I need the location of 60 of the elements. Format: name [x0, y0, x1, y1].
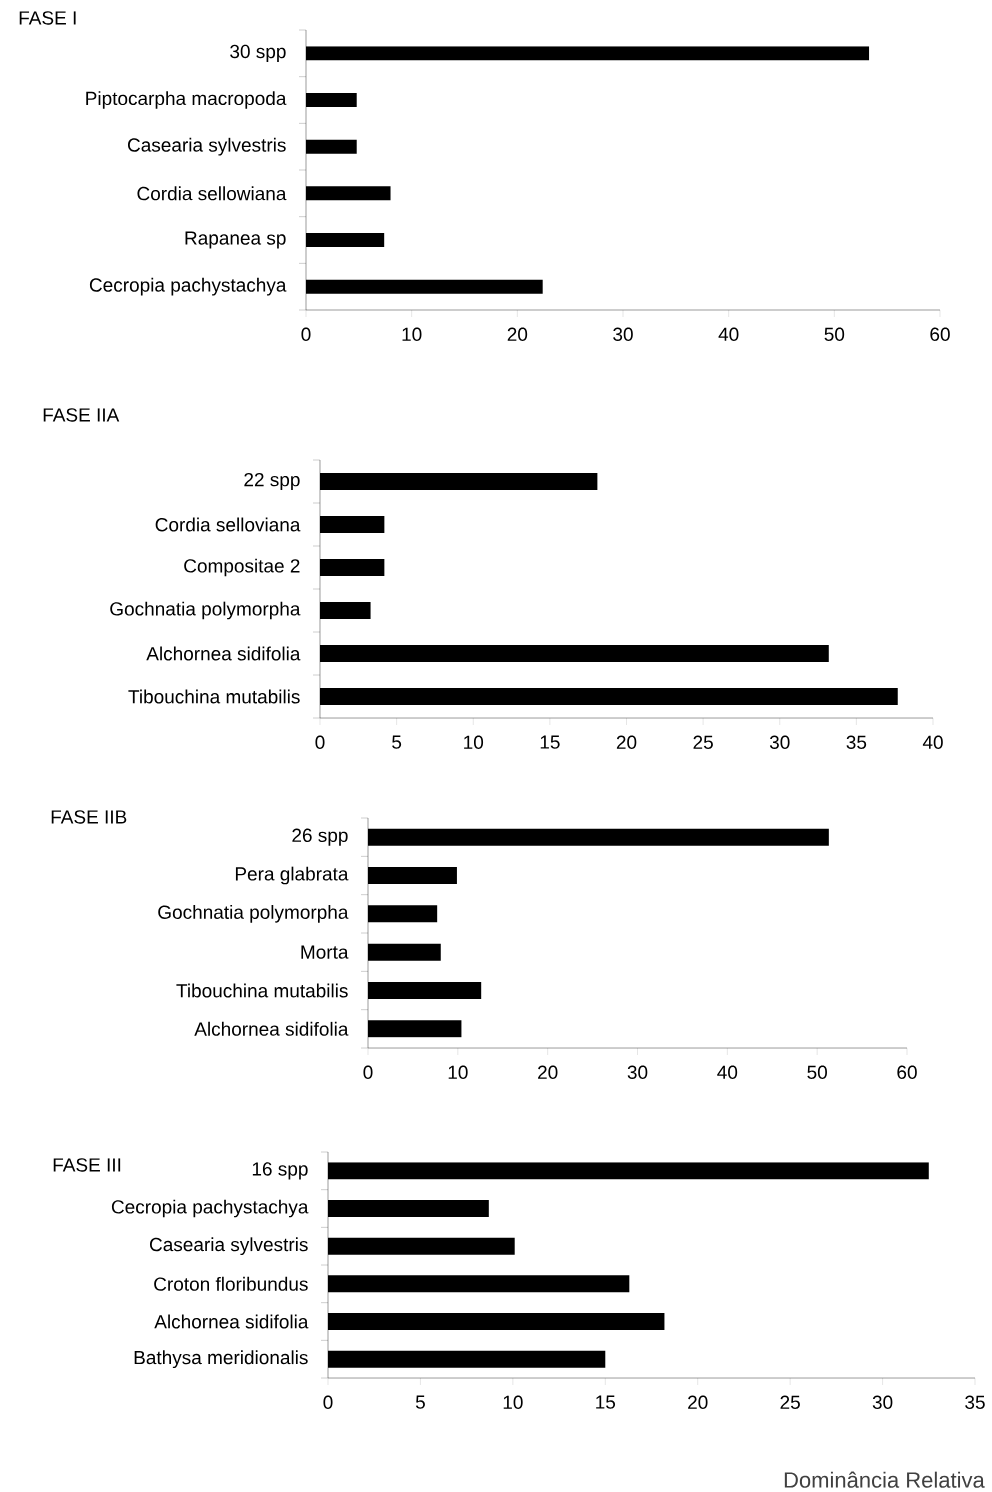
y-tick-label: Pera glabrata	[235, 866, 349, 885]
y-tick-label: Compositae 2	[184, 558, 300, 577]
x-tick-label: 30	[627, 1065, 648, 1079]
x-tick-label: 15	[540, 735, 560, 749]
x-axis-title: Dominância Relativa	[784, 1471, 985, 1488]
x-tick-label: 30	[613, 327, 633, 341]
x-tick-label: 15	[596, 1395, 616, 1409]
x-tick-label: 40	[718, 327, 739, 341]
x-tick-label: 10	[402, 327, 422, 341]
x-tick-label: 40	[922, 735, 943, 749]
x-tick-label: 0	[363, 1065, 373, 1079]
x-tick-label: 20	[688, 1395, 708, 1410]
x-tick-label: 25	[693, 735, 713, 749]
x-tick-label: 0	[315, 735, 325, 749]
x-tick-label: 35	[846, 735, 867, 749]
x-tick-label: 50	[824, 327, 845, 341]
x-tick-label: 20	[616, 735, 637, 749]
y-tick-label: Croton floribundus	[154, 1276, 308, 1291]
x-tick-label: 30	[769, 735, 790, 749]
y-tick-label: Tibouchina mutabilis	[128, 689, 300, 704]
y-tick-label: Alchornea sidifolia	[194, 1021, 349, 1036]
y-tick-label: Casearia sylvestris	[150, 1237, 308, 1256]
text: FASE IIA	[43, 408, 120, 422]
x-tick-label: 5	[392, 735, 402, 749]
x-tick-label: 20	[538, 1065, 558, 1079]
text: FASE III	[53, 1158, 121, 1172]
x-tick-label: 20	[507, 327, 528, 341]
text: FASE I	[19, 11, 76, 25]
y-tick-label: Alchornea sidifolia	[154, 1314, 309, 1329]
x-tick-label: 25	[780, 1395, 800, 1410]
x-tick-label: 60	[897, 1065, 917, 1079]
x-tick-label: 35	[965, 1395, 985, 1410]
x-tick-label: 5	[415, 1395, 425, 1409]
x-tick-label: 30	[872, 1395, 893, 1410]
y-tick-label: Rapanea sp	[185, 231, 286, 249]
x-tick-label: 50	[807, 1065, 828, 1079]
y-tick-label: Alchornea sidifolia	[146, 646, 301, 661]
x-tick-label: 0	[301, 327, 311, 341]
x-tick-label: 10	[448, 1065, 468, 1079]
x-tick-label: 60	[930, 327, 950, 341]
y-tick-label: Piptocarpha macropoda	[86, 91, 287, 109]
y-tick-label: 26 spp	[292, 828, 348, 846]
y-tick-label: Gochnatia polymorpha	[158, 904, 349, 923]
y-tick-label: Cordia sellowiana	[137, 186, 287, 201]
y-tick-label: 22 spp	[244, 472, 300, 491]
text: FASE IIB	[51, 810, 127, 824]
y-tick-label: Cecropia pachystachya	[111, 1199, 309, 1218]
y-tick-label: 16 spp	[252, 1162, 308, 1180]
y-tick-label: Casearia sylvestris	[128, 137, 286, 156]
x-tick-label: 0	[323, 1395, 333, 1410]
y-tick-label: Cecropia pachystachya	[89, 277, 287, 296]
y-tick-label: Gochnatia polymorpha	[110, 601, 301, 620]
y-tick-label: Morta	[301, 945, 349, 959]
y-tick-label: Cordia selloviana	[155, 517, 301, 532]
x-tick-label: 10	[464, 735, 484, 749]
y-tick-label: Bathysa meridionalis	[134, 1350, 308, 1369]
x-tick-label: 10	[503, 1395, 523, 1410]
y-tick-label: 30 spp	[230, 44, 286, 62]
y-tick-label: Tibouchina mutabilis	[176, 983, 348, 998]
x-tick-label: 40	[717, 1065, 738, 1079]
